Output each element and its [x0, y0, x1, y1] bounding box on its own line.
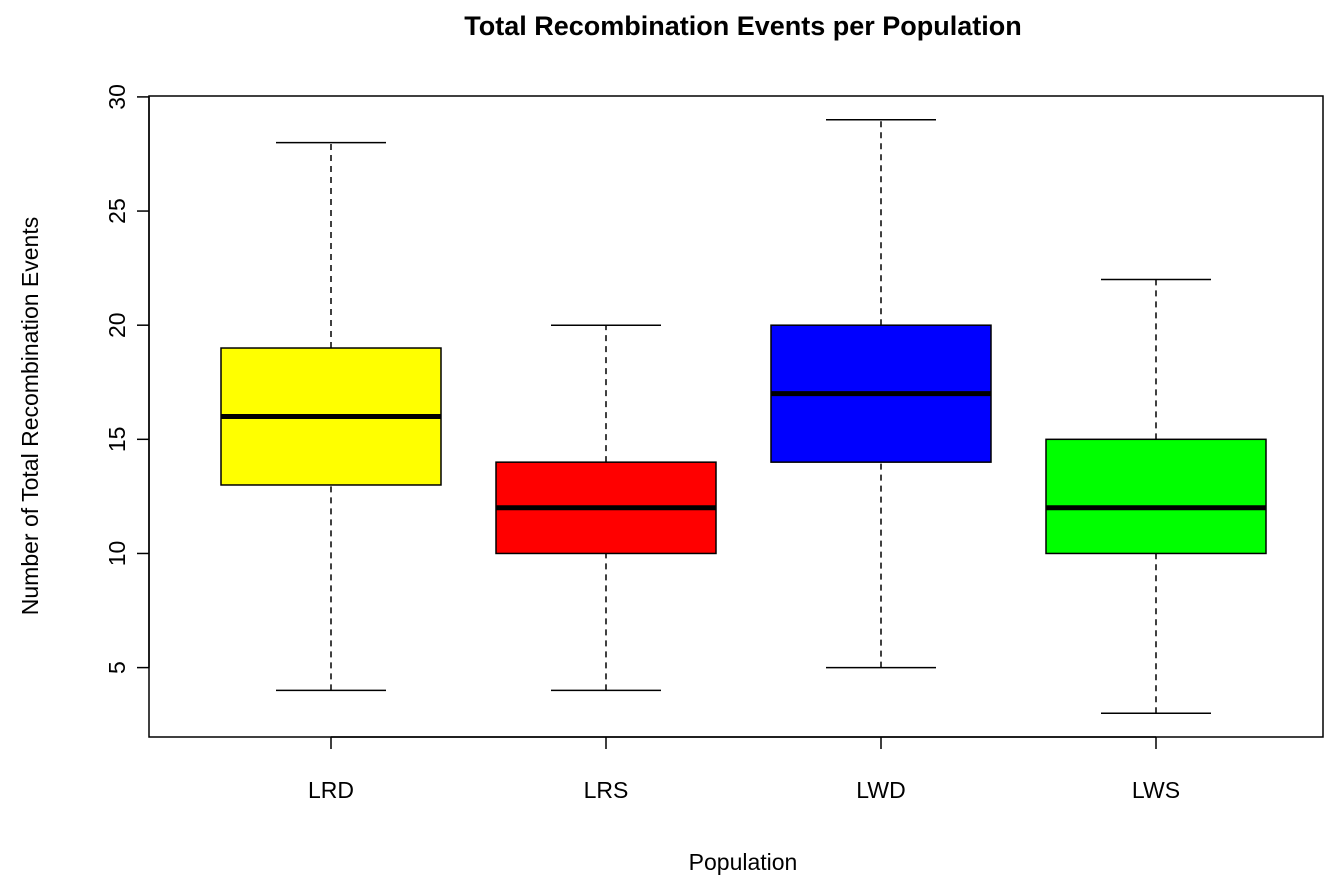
y-tick-label: 15: [104, 427, 130, 453]
y-tick-label: 30: [104, 84, 130, 110]
y-axis-label: Number of Total Recombination Events: [17, 217, 43, 615]
y-tick-label: 20: [104, 312, 130, 338]
chart-title: Total Recombination Events per Populatio…: [464, 11, 1022, 41]
x-tick-label: LWS: [1132, 777, 1180, 803]
x-tick-label: LRD: [308, 777, 354, 803]
y-tick-label: 5: [104, 661, 130, 674]
x-tick-label: LWD: [856, 777, 905, 803]
x-tick-label: LRS: [584, 777, 629, 803]
x-axis-label: Population: [689, 849, 798, 875]
y-tick-label: 25: [104, 198, 130, 224]
box: [1045, 438, 1267, 555]
y-tick-label: 10: [104, 541, 130, 567]
